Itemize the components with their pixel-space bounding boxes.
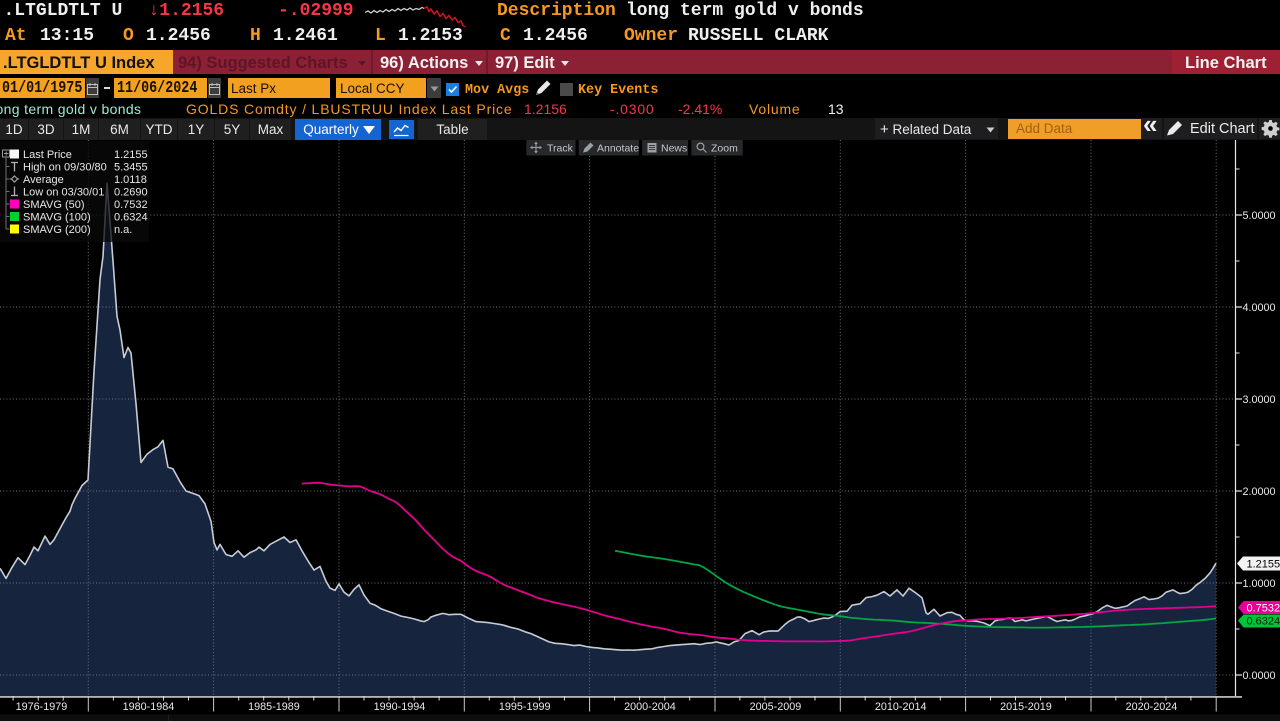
svg-text:0.7532: 0.7532 — [1247, 603, 1280, 615]
svg-text:0.7532: 0.7532 — [114, 199, 148, 211]
svg-text:4.0000: 4.0000 — [1243, 302, 1276, 314]
svg-text:5.3455: 5.3455 — [114, 162, 148, 174]
svg-text:2.0000: 2.0000 — [1243, 486, 1276, 498]
svg-text:2000-2004: 2000-2004 — [624, 701, 676, 713]
svg-text:2015-2019: 2015-2019 — [1000, 701, 1052, 713]
svg-text:2010-2014: 2010-2014 — [875, 701, 927, 713]
svg-text:SMAVG (200): SMAVG (200) — [23, 224, 91, 236]
svg-text:News: News — [661, 143, 687, 155]
svg-text:Low on 03/30/01: Low on 03/30/01 — [23, 187, 104, 199]
svg-text:3.0000: 3.0000 — [1243, 394, 1276, 406]
svg-text:1.2155: 1.2155 — [1247, 559, 1280, 571]
svg-text:1.2155: 1.2155 — [114, 149, 148, 161]
svg-text:0.6324: 0.6324 — [114, 212, 148, 224]
svg-text:2005-2009: 2005-2009 — [750, 701, 802, 713]
svg-text:Zoom: Zoom — [711, 143, 738, 155]
svg-text:1995-1999: 1995-1999 — [499, 701, 551, 713]
svg-text:Last Price: Last Price — [23, 149, 72, 161]
svg-text:Average: Average — [23, 174, 64, 186]
svg-text:1990-1994: 1990-1994 — [374, 701, 426, 713]
svg-text:5.0000: 5.0000 — [1243, 210, 1276, 222]
svg-text:0.6324: 0.6324 — [1247, 616, 1280, 628]
svg-text:SMAVG (50): SMAVG (50) — [23, 199, 85, 211]
svg-text:0.2690: 0.2690 — [114, 187, 148, 199]
svg-text:High on 09/30/80: High on 09/30/80 — [23, 162, 107, 174]
svg-text:SMAVG (100): SMAVG (100) — [23, 212, 91, 224]
svg-text:Annotate: Annotate — [597, 143, 639, 155]
svg-text:1.0000: 1.0000 — [1243, 578, 1276, 590]
svg-text:0.0000: 0.0000 — [1243, 670, 1276, 682]
svg-text:n.a.: n.a. — [114, 224, 132, 236]
svg-text:1976-1979: 1976-1979 — [16, 701, 68, 713]
svg-text:1980-1984: 1980-1984 — [123, 701, 175, 713]
svg-text:2020-2024: 2020-2024 — [1126, 701, 1178, 713]
svg-text:1.0118: 1.0118 — [114, 174, 147, 186]
svg-text:1985-1989: 1985-1989 — [248, 701, 300, 713]
svg-text:Track: Track — [547, 143, 574, 155]
